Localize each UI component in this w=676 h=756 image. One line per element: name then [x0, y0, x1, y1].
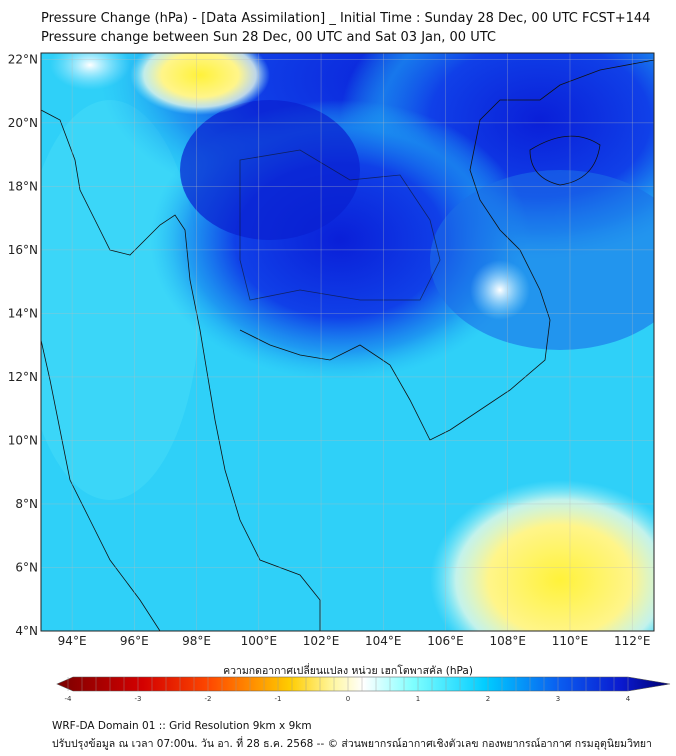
chart-title: Pressure Change (hPa) - [Data Assimilati… — [41, 11, 651, 26]
lat-tick-label: 20°N — [8, 116, 38, 130]
colorbar-tick-label: 3 — [556, 695, 560, 703]
lat-tick-label: 22°N — [8, 52, 38, 66]
lat-tick-label: 14°N — [8, 306, 38, 320]
lon-tick-label: 94°E — [58, 634, 87, 648]
colorbar-tick-label: 2 — [486, 695, 490, 703]
colorbar-label: ความกดอากาศเปลี่ยนแปลง หน่วย เฮกโตพาสคัล… — [223, 665, 473, 677]
graticule — [41, 53, 654, 632]
colorbar-tick-label: -4 — [65, 695, 73, 703]
colorbar-tick-label: 1 — [416, 695, 420, 703]
lat-tick-label: 10°N — [8, 433, 38, 447]
lat-tick-label: 16°N — [8, 243, 38, 257]
colorbar-tick-label: 4 — [626, 695, 631, 703]
lat-tick-label: 12°N — [8, 370, 38, 384]
colorbar-tick-label: -3 — [135, 695, 142, 703]
lat-tick-label: 8°N — [15, 497, 38, 511]
map-frame — [40, 52, 655, 632]
field-layer — [41, 53, 654, 631]
lon-tick-label: 100°E — [241, 634, 278, 648]
colorbar: -4 -3 -2 -1 0 1 2 3 4 — [56, 676, 671, 703]
lon-tick-label: 102°E — [303, 634, 340, 648]
lon-tick-label: 108°E — [490, 634, 527, 648]
coastline — [41, 59, 654, 631]
colorbar-tick-label: 0 — [346, 695, 350, 703]
footer-update-info: ปรับปรุงข้อมูล ณ เวลา 07:00น. วัน อา. ที… — [52, 738, 652, 750]
lon-tick-label: 98°E — [182, 634, 211, 648]
colorbar-tick-label: -2 — [205, 695, 212, 703]
lat-tick-label: 6°N — [15, 560, 38, 574]
lon-tick-label: 106°E — [427, 634, 464, 648]
lat-tick-label: 4°N — [15, 624, 38, 638]
lon-tick-label: 96°E — [120, 634, 149, 648]
colorbar-tick-label: -1 — [275, 695, 282, 703]
footer-model-info: WRF-DA Domain 01 :: Grid Resolution 9km … — [52, 720, 312, 732]
lon-tick-label: 110°E — [552, 634, 589, 648]
lon-tick-label: 104°E — [365, 634, 402, 648]
lat-tick-label: 18°N — [8, 179, 38, 193]
chart-subtitle: Pressure change between Sun 28 Dec, 00 U… — [41, 30, 496, 45]
lon-tick-label: 112°E — [614, 634, 651, 648]
